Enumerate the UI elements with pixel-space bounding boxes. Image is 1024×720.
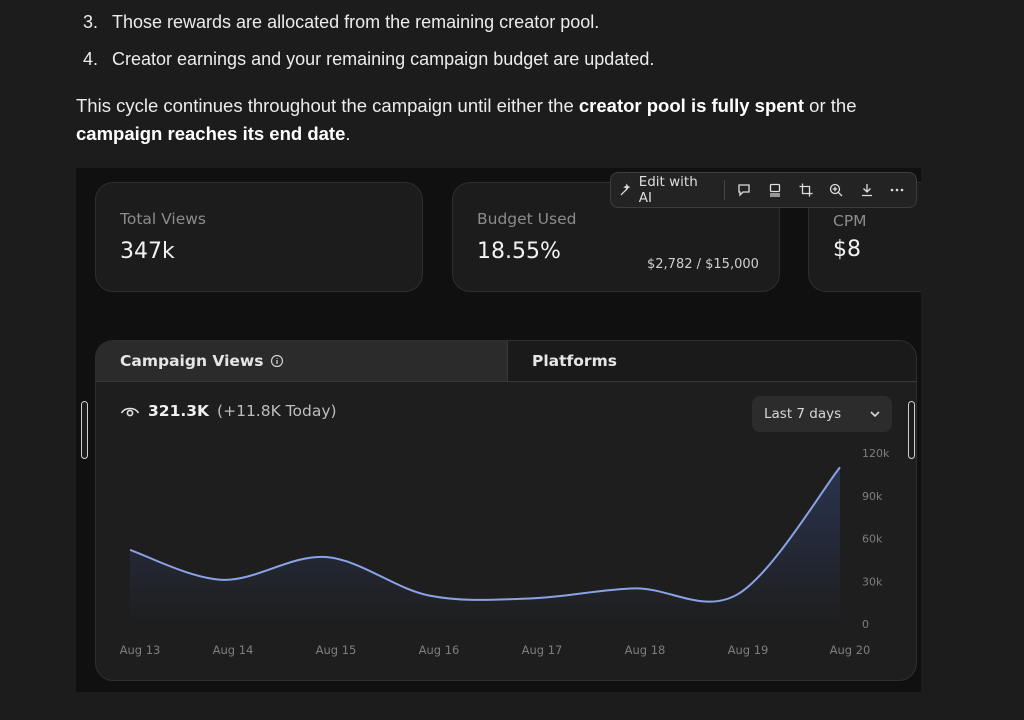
- y-tick-label: 0: [862, 618, 869, 631]
- embed-right-mask: [921, 168, 1024, 368]
- budget-used-value: 18.55%: [477, 239, 561, 264]
- device-icon: [769, 183, 781, 197]
- views-today: (+11.8K Today): [217, 402, 337, 420]
- tab-campaign-views[interactable]: Campaign Views: [96, 341, 507, 382]
- document-paragraph: This cycle continues throughout the camp…: [76, 92, 936, 148]
- x-tick-label: Aug 13: [120, 643, 161, 657]
- cpm-label: CPM: [833, 212, 867, 230]
- crop-button[interactable]: [795, 179, 817, 201]
- tab-platforms[interactable]: Platforms: [507, 341, 916, 382]
- y-tick-label: 60k: [862, 533, 883, 546]
- edit-with-ai-label: Edit with AI: [638, 174, 698, 206]
- tab-campaign-views-label: Campaign Views: [120, 352, 264, 370]
- device-button[interactable]: [764, 179, 786, 201]
- total-views-card: Total Views 347k: [95, 182, 423, 292]
- list-item-text: Creator earnings and your remaining camp…: [112, 49, 655, 69]
- x-tick-label: Aug 17: [522, 643, 563, 657]
- comment-button[interactable]: [734, 179, 756, 201]
- views-area-chart: 120k 90k 60k 30k 0 Aug 13 Aug 14 Aug 15 Aug 16 Au…: [120, 447, 890, 657]
- download-button[interactable]: [856, 179, 878, 201]
- zoom-in-icon: [829, 183, 843, 197]
- list-item-text: Those rewards are allocated from the rem…: [112, 12, 600, 32]
- list-item: 3. Those rewards are allocated from the r…: [82, 8, 942, 45]
- paragraph-text: .: [345, 123, 351, 144]
- views-summary: 321.3K (+11.8K Today): [120, 402, 337, 420]
- image-toolbar: Edit with AI: [610, 172, 917, 208]
- list-item-number: 4.: [82, 49, 98, 69]
- total-views-value: 347k: [120, 239, 175, 264]
- chevron-down-icon: [870, 410, 880, 417]
- tab-platforms-label: Platforms: [532, 352, 617, 370]
- date-range-value: Last 7 days: [764, 406, 842, 422]
- paragraph-text: This cycle continues throughout the camp…: [76, 95, 579, 116]
- magic-wand-icon: [620, 183, 631, 196]
- more-icon: [890, 188, 904, 192]
- budget-used-label: Budget Used: [477, 210, 577, 228]
- edit-with-ai-button[interactable]: Edit with AI: [619, 174, 725, 206]
- more-button[interactable]: [886, 179, 908, 201]
- chart-series-line: [129, 466, 841, 603]
- info-icon: [271, 354, 284, 368]
- x-tick-label: Aug 18: [625, 643, 666, 657]
- list-item: 4. Creator earnings and your remaining ca…: [82, 45, 942, 82]
- campaign-chart-panel: Campaign Views Platforms 321.3K (+11.8K …: [95, 340, 917, 681]
- document-list: 3. Those rewards are allocated from the r…: [82, 8, 942, 82]
- cpm-value: $8: [833, 237, 861, 262]
- paragraph-bold: campaign reaches its end date: [76, 123, 346, 144]
- paragraph-bold: creator pool is fully spent: [578, 95, 805, 116]
- chart-area-fill: [130, 467, 840, 624]
- y-tick-label: 120k: [862, 447, 890, 460]
- total-views-label: Total Views: [120, 210, 206, 228]
- x-tick-label: Aug 16: [419, 643, 460, 657]
- comment-icon: [738, 184, 751, 197]
- date-range-select[interactable]: Last 7 days: [752, 396, 892, 432]
- y-tick-label: 90k: [862, 490, 883, 503]
- paragraph-text: or the: [804, 95, 857, 116]
- eye-icon: [120, 407, 140, 417]
- x-tick-label: Aug 14: [213, 643, 254, 657]
- zoom-in-button[interactable]: [825, 179, 847, 201]
- download-icon: [861, 184, 872, 197]
- list-item-number: 3.: [82, 12, 98, 32]
- x-tick-label: Aug 15: [316, 643, 357, 657]
- left-resize-handle[interactable]: [81, 401, 88, 459]
- x-tick-label: Aug 20: [830, 643, 871, 657]
- x-tick-label: Aug 19: [728, 643, 769, 657]
- right-resize-handle[interactable]: [908, 401, 915, 459]
- y-tick-label: 30k: [862, 575, 883, 588]
- views-total: 321.3K: [148, 402, 210, 420]
- crop-icon: [799, 183, 813, 197]
- budget-used-detail: $2,782 / $15,000: [647, 257, 759, 272]
